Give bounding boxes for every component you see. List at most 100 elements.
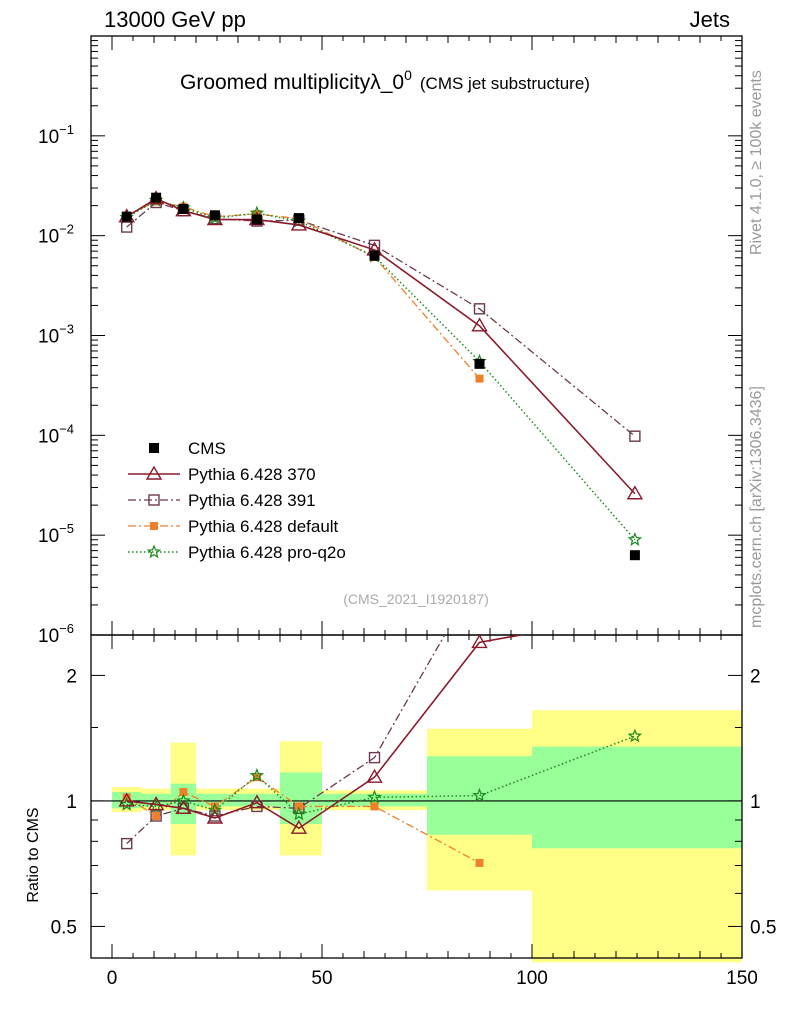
xtick-label-1: 50 bbox=[311, 968, 332, 989]
ratio-point-default-4 bbox=[252, 773, 261, 782]
legend-label-default: Pythia 6.428 default bbox=[188, 517, 339, 536]
ratio-point-proq2o-6 bbox=[367, 789, 382, 804]
ytick-exp: −1 bbox=[59, 122, 74, 137]
xtick-label-0: 0 bbox=[107, 968, 118, 989]
ratio-series-p370 bbox=[118, 607, 642, 834]
main-point-cms-6 bbox=[369, 250, 380, 261]
watermark: (CMS_2021_I1920187) bbox=[343, 591, 489, 607]
band-inner-7 bbox=[427, 756, 532, 835]
legend-marker-p391 bbox=[148, 494, 160, 506]
ratio-point-p370-8 bbox=[628, 607, 642, 619]
ratio-ytick-label-right-1: 1 bbox=[750, 792, 761, 813]
ytick-exp: −4 bbox=[59, 421, 74, 436]
ytick-base: 10 bbox=[38, 227, 59, 248]
main-point-p391-7 bbox=[473, 303, 486, 315]
side-mcplots: mcplots.cern.ch [arXiv:1306.3436] bbox=[748, 386, 765, 628]
ratio-point-p391-6 bbox=[368, 751, 381, 764]
ratio-point-p370-7 bbox=[471, 635, 488, 649]
ratio-point-p370-0 bbox=[118, 792, 135, 807]
ratio-line-default bbox=[126, 776, 480, 864]
ratio-ylabel: Ratio to CMS bbox=[25, 807, 42, 902]
ratio-point-proq2o-3 bbox=[207, 802, 223, 817]
legend-marker-cms bbox=[149, 443, 159, 453]
main-ytick-label-4: 10−5 bbox=[38, 521, 74, 547]
legend-label-p370: Pythia 6.428 370 bbox=[188, 465, 316, 484]
legend-item-cms: CMS bbox=[149, 439, 226, 458]
ytick-exp: −3 bbox=[59, 322, 74, 337]
main-point-p370-7 bbox=[471, 317, 488, 332]
band-inner-8 bbox=[532, 746, 742, 849]
ratio-point-default-2 bbox=[179, 788, 188, 797]
legend-label-proq2o: Pythia 6.428 pro-q2o bbox=[188, 543, 346, 562]
ratio-point-p391-8 bbox=[630, 306, 640, 316]
main-point-cms-7 bbox=[474, 358, 485, 369]
ytick-base: 10 bbox=[38, 626, 59, 647]
main-plot bbox=[118, 190, 644, 561]
main-point-default-7 bbox=[475, 374, 484, 383]
ratio-point-proq2o-4 bbox=[249, 767, 265, 782]
main-ytick-label-5: 10−6 bbox=[38, 621, 74, 647]
ratio-bands bbox=[112, 710, 742, 963]
main-title: Groomed multiplicityλ_00 (CMS jet substru… bbox=[180, 67, 590, 94]
main-point-p370-8 bbox=[626, 485, 644, 500]
ytick-exp: −5 bbox=[59, 521, 74, 536]
ratio-point-proq2o-8 bbox=[627, 728, 643, 743]
side-rivet: Rivet 4.1.0, ≥ 100k events bbox=[748, 70, 765, 255]
ratio-point-proq2o-2 bbox=[176, 793, 191, 808]
ytick-base: 10 bbox=[38, 327, 59, 348]
ratio-ytick-label-right-0: 0.5 bbox=[750, 917, 776, 938]
xtick-label-2: 100 bbox=[516, 968, 548, 989]
legend-label-cms: CMS bbox=[188, 439, 226, 458]
ratio-point-proq2o-5 bbox=[291, 806, 307, 821]
ratio-point-default-7 bbox=[475, 858, 484, 867]
main-subtitle: (CMS jet substructure) bbox=[420, 74, 590, 93]
main-ytick-label-2: 10−3 bbox=[38, 322, 74, 348]
main-point-default-4 bbox=[252, 209, 261, 218]
ytick-exp: −6 bbox=[59, 621, 74, 636]
legend-item-p391: Pythia 6.428 391 bbox=[128, 491, 316, 510]
main-point-proq2o-8 bbox=[627, 532, 643, 546]
ytick-base: 10 bbox=[38, 526, 59, 547]
ratio-point-p391-1 bbox=[150, 810, 162, 822]
legend-marker-p370 bbox=[145, 465, 163, 480]
ratio-point-default-3 bbox=[210, 802, 219, 811]
ratio-line-p370 bbox=[126, 635, 526, 830]
legend-marker-proq2o bbox=[146, 544, 162, 559]
ytick-base: 10 bbox=[38, 127, 59, 148]
ratio-point-default-1 bbox=[152, 812, 161, 821]
ratio-ytick-label-0: 0.5 bbox=[51, 917, 77, 938]
legend-item-default: Pythia 6.428 default bbox=[128, 517, 339, 536]
ratio-point-p370-6 bbox=[366, 768, 383, 783]
ratio-line-p391 bbox=[126, 635, 446, 845]
band-inner-3 bbox=[196, 793, 234, 807]
ratio-ytick-label-2: 2 bbox=[66, 666, 77, 687]
ratio-point-p391-7 bbox=[475, 569, 485, 579]
header-left: 13000 GeV pp bbox=[104, 7, 246, 32]
legend-item-p370: Pythia 6.428 370 bbox=[128, 465, 316, 484]
ratio-frame bbox=[90, 634, 743, 959]
ratio-point-p370-1 bbox=[147, 796, 165, 811]
main-line-proq2o bbox=[126, 199, 636, 541]
xtick-label-3: 150 bbox=[726, 968, 758, 989]
band-inner-4 bbox=[233, 793, 280, 807]
main-ytick-label-1: 10−2 bbox=[38, 222, 74, 248]
ratio-point-p370-3 bbox=[206, 809, 224, 824]
main-point-cms-8 bbox=[629, 550, 640, 561]
main-point-p370-5 bbox=[290, 216, 308, 231]
ratio-plot bbox=[118, 306, 643, 867]
ratio-point-p391-0 bbox=[120, 837, 133, 850]
legend-marker-default bbox=[150, 522, 158, 530]
main-point-cms-4 bbox=[251, 214, 262, 225]
main-title-text: Groomed multiplicityλ_0 bbox=[180, 71, 404, 94]
ratio-ytick-label-1: 1 bbox=[66, 792, 77, 813]
ytick-base: 10 bbox=[38, 426, 59, 447]
ratio-point-p370-5 bbox=[290, 819, 308, 834]
main-point-p391-8 bbox=[629, 430, 641, 442]
ratio-point-proq2o-7 bbox=[472, 787, 487, 802]
main-ytick-label-0: 10−1 bbox=[38, 122, 74, 148]
main-point-cms-3 bbox=[209, 210, 220, 221]
ratio-point-p370-4 bbox=[248, 794, 266, 809]
main-point-cms-0 bbox=[121, 211, 132, 222]
header-right: Jets bbox=[690, 7, 730, 32]
